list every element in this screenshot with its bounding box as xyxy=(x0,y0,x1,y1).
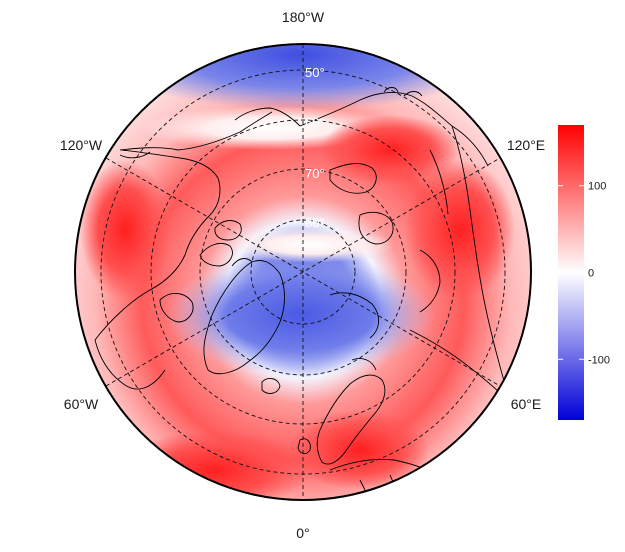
anomaly-positive-europe xyxy=(290,410,430,490)
anomaly-positive-asia xyxy=(405,160,515,300)
map-disc: 50° 60° 70° 80° xyxy=(75,44,531,500)
colorbar-tick-label: 100 xyxy=(588,181,606,193)
lon-label-upper-left: 120°W xyxy=(60,137,103,153)
lat-label-80: 80° xyxy=(305,215,325,230)
anomaly-neutral-pole xyxy=(225,227,395,263)
lon-label-top: 180°W xyxy=(282,9,325,25)
map-border xyxy=(74,43,532,501)
lat-label-70: 70° xyxy=(305,166,325,181)
latitude-circle-80 xyxy=(250,219,356,325)
colorbar: 100 0 -100 xyxy=(558,125,610,420)
colorbar-ticks: 100 0 -100 xyxy=(558,181,610,366)
lon-label-upper-right: 120°E xyxy=(507,137,545,153)
lat-label-50: 50° xyxy=(305,65,325,80)
lon-label-lower-left: 60°W xyxy=(64,396,99,412)
anomaly-negative-arctic xyxy=(165,253,435,377)
lon-label-bottom: 0° xyxy=(296,525,309,541)
meridian-60w-120e xyxy=(105,157,501,387)
colorbar-tick-label: 0 xyxy=(588,268,594,280)
anomaly-negative-pacific xyxy=(100,44,500,110)
colorbar-tick-label: -100 xyxy=(588,354,610,366)
latitude-labels: 50° 60° 70° 80° xyxy=(305,65,325,230)
graticule xyxy=(100,44,506,500)
longitude-labels: 180°W 0° 120°W 120°E 60°W 60°E xyxy=(60,9,545,541)
anomaly-positive-america xyxy=(80,160,170,300)
lon-label-lower-right: 60°E xyxy=(511,396,542,412)
lat-label-60: 60° xyxy=(305,115,325,130)
anomaly-positive-siberia xyxy=(320,115,460,185)
